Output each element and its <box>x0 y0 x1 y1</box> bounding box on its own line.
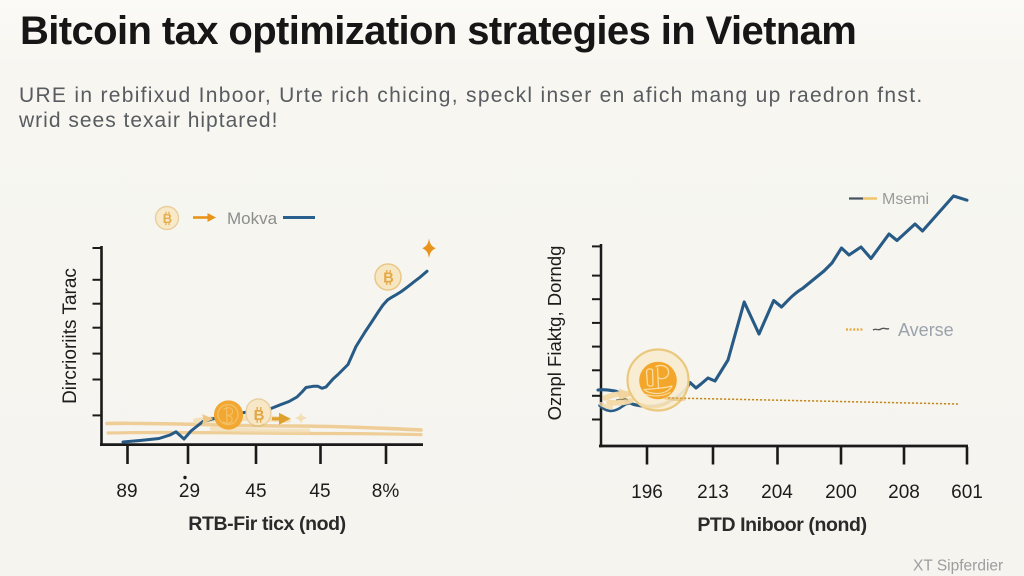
svg-text:RTB-Fir ticx (nod): RTB-Fir ticx (nod) <box>188 513 345 535</box>
svg-text:URE in rebifixud Inboor, Urte: URE in rebifixud Inboor, Urte rich chici… <box>19 84 924 107</box>
svg-text:213: 213 <box>697 482 729 503</box>
svg-text:Averse: Averse <box>898 320 954 340</box>
svg-text:45: 45 <box>309 481 330 502</box>
svg-text:XT Sipferdier: XT Sipferdier <box>913 558 1003 575</box>
svg-text:Msemi: Msemi <box>882 191 929 208</box>
svg-text:wrid sees texair hiptared!: wrid sees texair hiptared! <box>18 109 278 132</box>
svg-text:45: 45 <box>245 481 266 502</box>
svg-text:Oznpl Fiaktg, Dorndg: Oznpl Fiaktg, Dorndg <box>544 246 565 421</box>
svg-text:89: 89 <box>116 481 137 502</box>
svg-text:Dircrioriits Tarac: Dircrioriits Tarac <box>60 268 81 404</box>
svg-text:B: B <box>383 271 393 287</box>
svg-text:Mokva: Mokva <box>227 209 278 228</box>
svg-text:8%: 8% <box>372 481 400 502</box>
svg-text:601: 601 <box>951 482 983 503</box>
svg-text:204: 204 <box>761 482 793 503</box>
svg-text:B: B <box>254 407 265 424</box>
svg-text:PTD Iniboor (nond): PTD Iniboor (nond) <box>697 514 866 536</box>
svg-text:200: 200 <box>825 482 857 503</box>
svg-text:208: 208 <box>888 482 920 503</box>
svg-text:29: 29 <box>179 481 200 502</box>
svg-text:B: B <box>163 211 172 226</box>
svg-text:Bitcoin tax optimization strat: Bitcoin tax optimization strategies in V… <box>20 9 856 53</box>
svg-text:196: 196 <box>631 482 663 503</box>
